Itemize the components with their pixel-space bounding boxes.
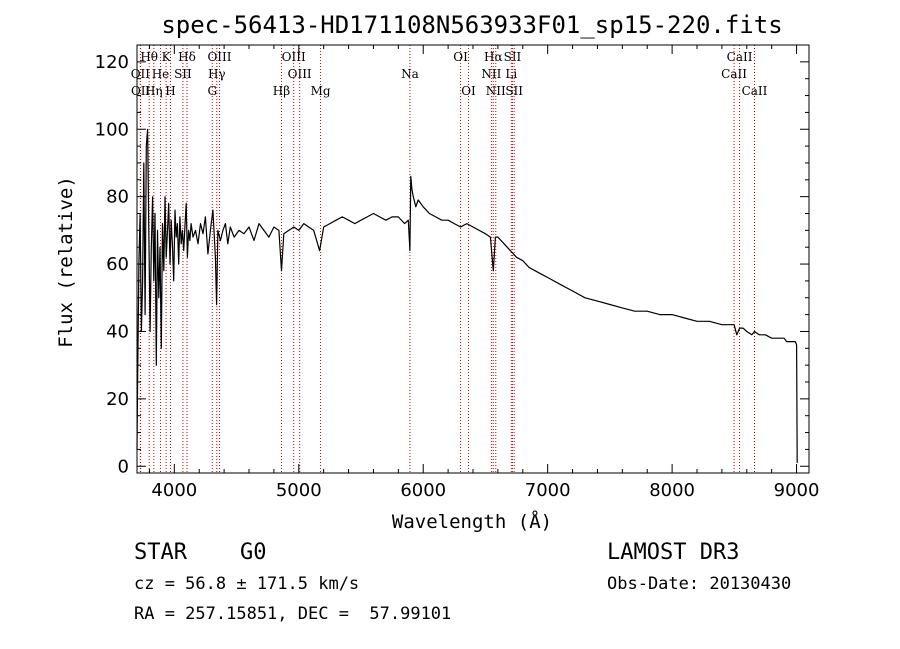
x-tick-label: 9000 (774, 480, 820, 501)
redshift-cz: cz = 56.8 ± 171.5 km/s (134, 574, 360, 594)
line-marker-label: OIII (207, 50, 231, 64)
line-marker-label: G (207, 84, 217, 98)
line-marker-label: SII (174, 67, 192, 81)
line-marker-label: OII (131, 67, 151, 81)
survey-name: LAMOST DR3 (607, 540, 740, 565)
object-subclass: G0 (240, 540, 267, 565)
y-axis-label: Flux (relative) (55, 176, 77, 348)
line-marker-label: Hδ (178, 50, 196, 64)
line-marker-label: OIII (282, 50, 306, 64)
coordinates: RA = 257.15851, DEC = 57.99101 (134, 604, 452, 624)
plot-frame (136, 44, 810, 474)
object-type: STAR (134, 540, 187, 565)
x-tick-label: 5000 (276, 480, 322, 501)
y-tick-label: 20 (106, 389, 129, 410)
x-tick-label: 8000 (649, 480, 695, 501)
line-marker-label: He (152, 67, 170, 81)
series-layer (136, 128, 798, 463)
x-axis-label: Wavelength (Å) (392, 510, 552, 533)
y-tick-label: 0 (118, 456, 129, 477)
observation-date: Obs-Date: 20130430 (607, 574, 792, 594)
spectrum-line (136, 128, 798, 463)
line-marker-label: H (165, 84, 175, 98)
line-marker-label: OI (461, 84, 476, 98)
line-marker-label: CaII (721, 67, 747, 81)
chart-title: spec-56413-HD171108N563933F01_sp15-220.f… (161, 11, 782, 39)
line-marker-label: NII (486, 84, 506, 98)
x-tick-label: 6000 (400, 480, 446, 501)
line-marker-label: OIII (288, 67, 312, 81)
y-tick-label: 100 (95, 119, 129, 140)
line-marker-label: OII (131, 84, 151, 98)
y-tick-label: 60 (106, 254, 129, 275)
line-marker-label: Na (401, 67, 419, 81)
line-marker-label: OI (453, 50, 468, 64)
x-tick-label: 7000 (525, 480, 571, 501)
axis-layer: 4000 5000 6000 7000 8000 9000 0 20 40 60 80 100 120 (95, 45, 820, 501)
line-marker-label: Hα (484, 50, 503, 64)
line-marker-label: Mg (311, 84, 331, 98)
line-marker-label: SII (505, 84, 523, 98)
line-marker-label: Hβ (273, 84, 290, 98)
line-marker-label: Hη (145, 84, 163, 98)
x-tick-label: 4000 (151, 480, 197, 501)
line-marker-label: Hγ (208, 67, 226, 81)
line-marker-label: K (162, 50, 172, 64)
line-marker-label: CaII (742, 84, 768, 98)
line-marker-label: Li (505, 67, 517, 81)
line-marker-label: NII (481, 67, 501, 81)
line-marker-label: SII (504, 50, 522, 64)
y-tick-label: 120 (95, 52, 129, 73)
y-tick-label: 80 (106, 187, 129, 208)
y-tick-label: 40 (106, 321, 129, 342)
line-marker-label: CaII (727, 50, 753, 64)
